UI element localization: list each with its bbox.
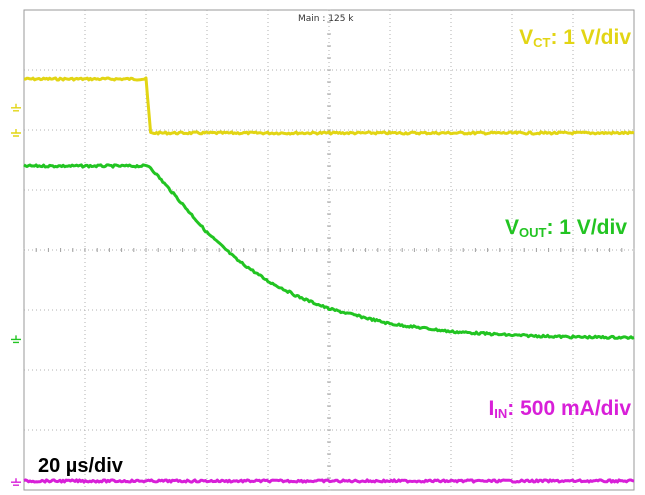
waveform-traces bbox=[23, 76, 635, 484]
channel-ground-markers bbox=[11, 103, 21, 486]
ground-marker-icon bbox=[11, 335, 21, 344]
channel-label-iin-main: I bbox=[488, 397, 495, 420]
trace-vct bbox=[23, 76, 635, 136]
channel-label-vout: VOUT: 1 V/div bbox=[505, 216, 627, 240]
channel-label-iin-scale: : 500 mA/div bbox=[507, 397, 631, 420]
acquisition-label: Main : 125 k bbox=[298, 14, 354, 24]
channel-label-iin: IIN: 500 mA/div bbox=[488, 397, 631, 421]
ground-marker-icon bbox=[11, 129, 21, 137]
channel-label-vct-main: V bbox=[519, 26, 534, 49]
channel-label-vct-scale: : 1 V/div bbox=[550, 26, 631, 49]
channel-label-vout-sub: OUT bbox=[519, 225, 547, 240]
grid bbox=[23, 9, 635, 491]
timebase-label: 20 µs/div bbox=[38, 455, 123, 477]
channel-label-vct: VCT: 1 V/div bbox=[519, 26, 631, 50]
ground-marker-icon bbox=[11, 478, 21, 486]
channel-label-vout-scale: : 1 V/div bbox=[546, 216, 627, 239]
trace-vout bbox=[23, 163, 635, 340]
channel-label-vout-main: V bbox=[505, 216, 520, 239]
channel-label-vct-sub: CT bbox=[533, 35, 551, 50]
ground-marker-icon bbox=[11, 103, 21, 112]
trace-iin bbox=[23, 478, 635, 484]
channel-label-iin-sub: IN bbox=[494, 406, 508, 421]
